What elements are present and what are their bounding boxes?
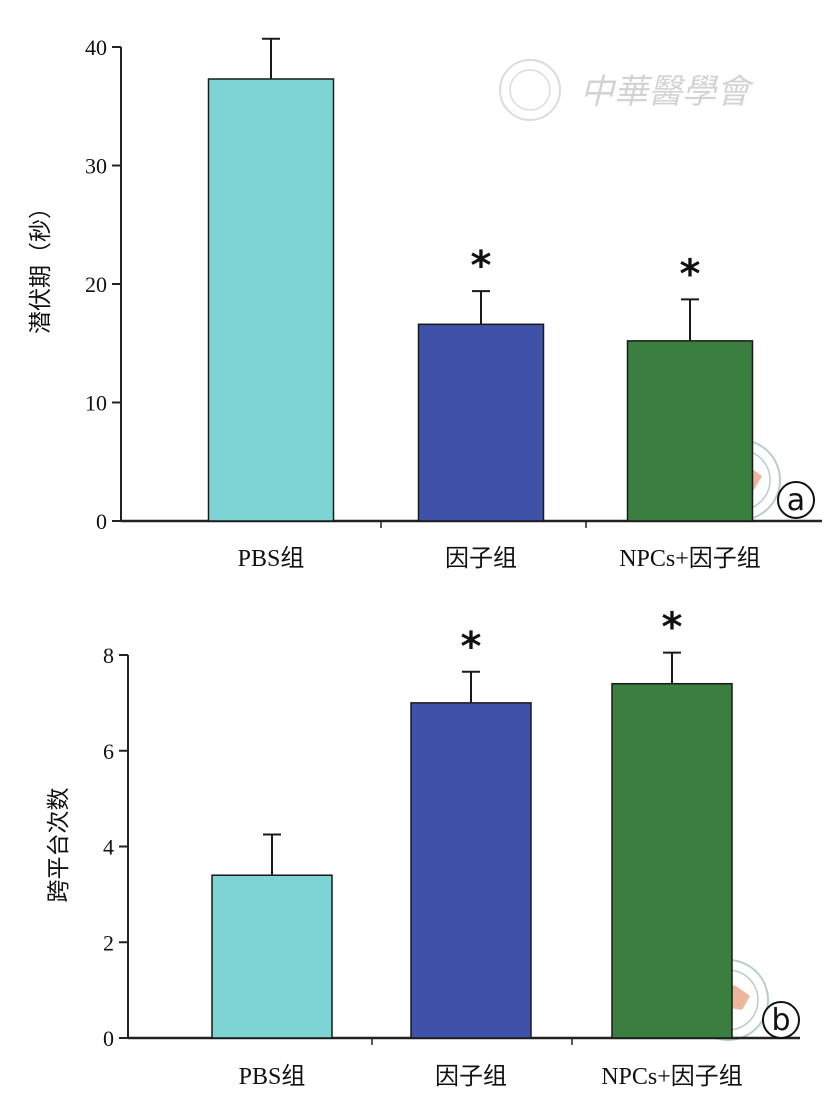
y-axis-title: 跨平台次数 [46,788,72,903]
significance-star: * [680,251,701,297]
association-seal-inner-icon [509,69,551,111]
significance-star: * [662,605,683,651]
y-tick-label: 20 [85,272,107,297]
significance-star: * [471,243,492,289]
panel-letter-badge: a [777,481,815,519]
bar [611,682,733,1039]
y-tick-label: 4 [103,835,114,860]
category-label: 因子组 [435,1063,507,1090]
y-tick-label: 2 [103,930,114,955]
watermark-text: 中華醫學會 [580,72,755,112]
category-label: NPCs+因子组 [601,1063,743,1090]
bar [211,874,333,1039]
y-tick-label: 40 [85,35,107,60]
category-label: PBS组 [239,1063,306,1090]
bar [417,323,545,522]
crossing-bar-chart: 0 2 4 6 8 跨平台次数 PBS组 * 因子组 * NPCs+因子组 b [46,605,800,1090]
y-axis-title: 潜伏期（秒） [28,196,54,334]
y-tick-label: 30 [85,154,107,179]
chart-panel-a: 中華醫學會 0 10 20 30 40 潜伏期（秒） PBS组 * 因子组 * NPCs+因子组 a [28,35,822,572]
y-tick-label: 6 [103,739,114,764]
panel-letter-circle [762,1001,800,1039]
significance-star: * [461,624,482,670]
bar [207,78,335,522]
category-label: PBS组 [238,545,305,572]
y-tick-label: 10 [85,391,107,416]
panel-letter-badge: b [762,1001,800,1039]
panel-letter: a [787,483,805,518]
category-label: NPCs+因子组 [619,545,761,572]
bar [626,340,754,522]
y-tick-label: 8 [103,643,114,668]
y-tick-label: 0 [96,509,107,534]
panel-letter: b [771,1003,790,1038]
association-seal-icon [499,59,561,121]
bar [410,702,532,1039]
y-tick-label: 0 [103,1026,114,1051]
latency-bar-chart: 中華醫學會 0 10 20 30 40 潜伏期（秒） PBS组 * 因子组 * NPCs+因子组 a [28,35,822,572]
panel-letter-circle [777,481,815,519]
chart-panel-b: 0 2 4 6 8 跨平台次数 PBS组 * 因子组 * NPCs+因子组 b [0,590,838,1119]
watermark-group: 中華醫學會 [499,59,755,121]
category-label: 因子组 [445,545,517,572]
